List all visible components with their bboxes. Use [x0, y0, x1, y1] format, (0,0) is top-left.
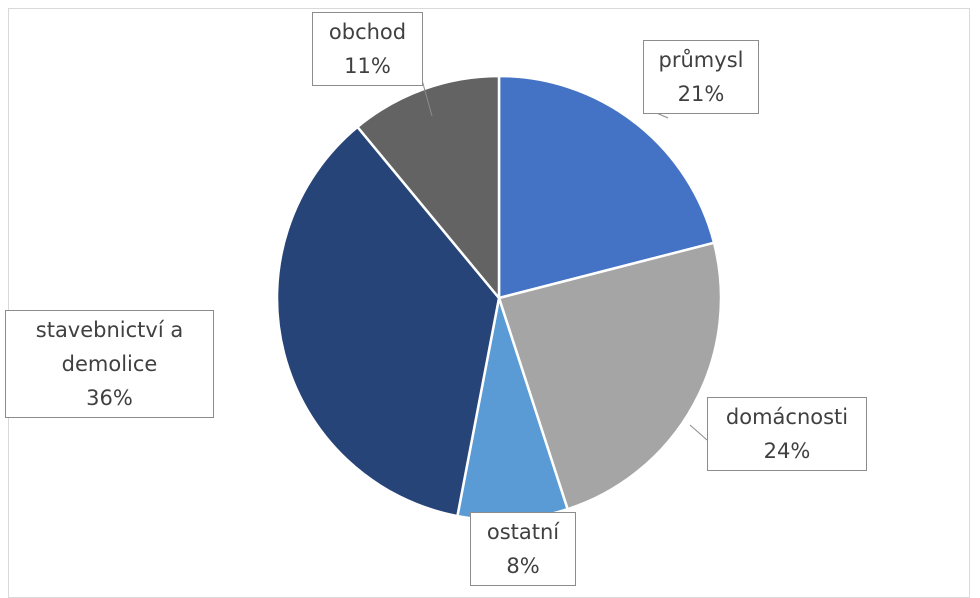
label-value: 36% [86, 386, 133, 410]
data-label: obchod 11% [312, 12, 423, 86]
pie-slice [497, 241, 723, 511]
label-name: stavebnictví a demolice [35, 318, 184, 376]
label-value: 11% [344, 54, 391, 78]
label-name: obchod [328, 20, 407, 44]
data-label: ostatní 8% [470, 512, 576, 586]
label-name: domácnosti [725, 405, 849, 429]
pie-slice [497, 74, 716, 300]
label-name: průmysl [658, 48, 744, 72]
data-label: domácnosti 24% [707, 397, 867, 471]
leader-line [689, 424, 708, 441]
chart [275, 74, 723, 522]
label-value: 8% [506, 554, 540, 578]
data-label: průmysl 21% [643, 40, 759, 114]
label-value: 24% [763, 439, 811, 463]
pie-slice [275, 125, 501, 518]
pie-slice [355, 74, 501, 302]
data-label: stavebnictví a demolice 36% [5, 310, 214, 418]
page: (() => { const data = JSON.parse(documen… [5, 8, 970, 598]
leader-line [421, 79, 433, 117]
label-name: ostatní [486, 520, 560, 544]
label-value: 21% [677, 82, 725, 106]
